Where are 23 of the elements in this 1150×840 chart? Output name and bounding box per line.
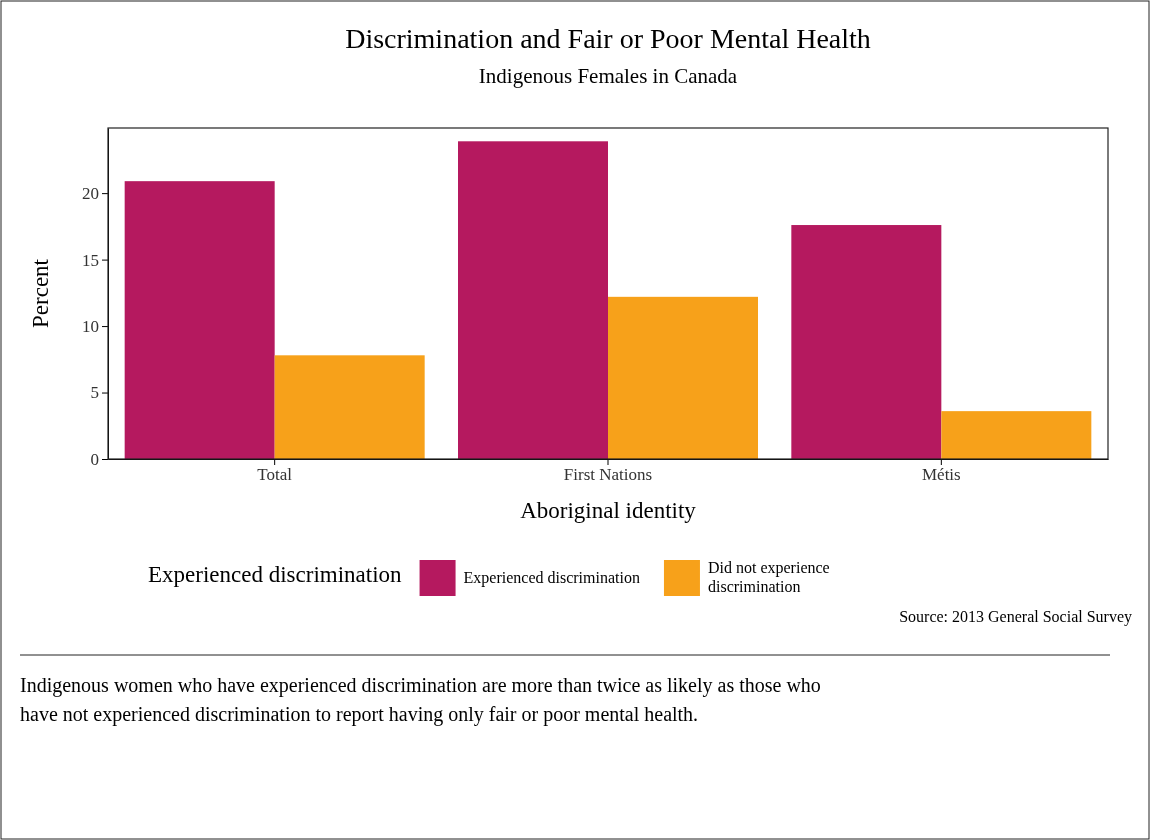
x-axis-title: Aboriginal identity: [520, 498, 697, 523]
bar: [608, 296, 758, 459]
source-note: Source: 2013 General Social Survey: [899, 608, 1132, 626]
legend-label: Experienced discrimination: [463, 569, 640, 587]
x-tick-label: First Nations: [563, 465, 653, 485]
bar: [941, 411, 1092, 459]
bar: [791, 225, 942, 459]
chart-subtitle: Indigenous Females in Canada: [478, 64, 738, 88]
text: Indigenous women who have experienced discrimination are more than twice as likely as those who have not experienced discrimination to report having only fair or poor mental health.: [20, 674, 821, 726]
bar: [124, 181, 275, 459]
y-tick-label: 20: [82, 184, 99, 204]
legend-title: Experienced discrimination: [148, 562, 403, 587]
x-tick-label: Métis: [921, 465, 961, 485]
y-tick-label: 0: [90, 449, 99, 469]
y-tick-label: 15: [82, 250, 99, 270]
bar: [458, 141, 608, 459]
legend-label: Did not experience discrimination: [707, 559, 830, 595]
y-tick-label: 5: [90, 383, 99, 403]
chart-title: Discrimination and Fair or Poor Mental Health: [345, 23, 871, 54]
y-axis-title: Percent: [28, 258, 53, 328]
x-tick-label: Total: [257, 465, 293, 485]
y-tick-label: 10: [82, 317, 99, 337]
bar: [274, 355, 425, 459]
